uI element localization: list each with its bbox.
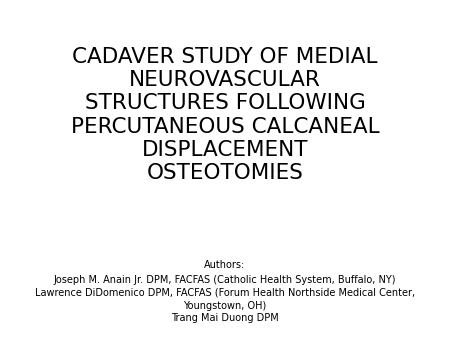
- Text: Authors:: Authors:: [204, 260, 246, 270]
- Text: Joseph M. Anain Jr. DPM, FACFAS (Catholic Health System, Buffalo, NY)
Lawrence D: Joseph M. Anain Jr. DPM, FACFAS (Catholi…: [35, 275, 415, 323]
- Text: CADAVER STUDY OF MEDIAL
NEUROVASCULAR
STRUCTURES FOLLOWING
PERCUTANEOUS CALCANEA: CADAVER STUDY OF MEDIAL NEUROVASCULAR ST…: [71, 47, 379, 183]
